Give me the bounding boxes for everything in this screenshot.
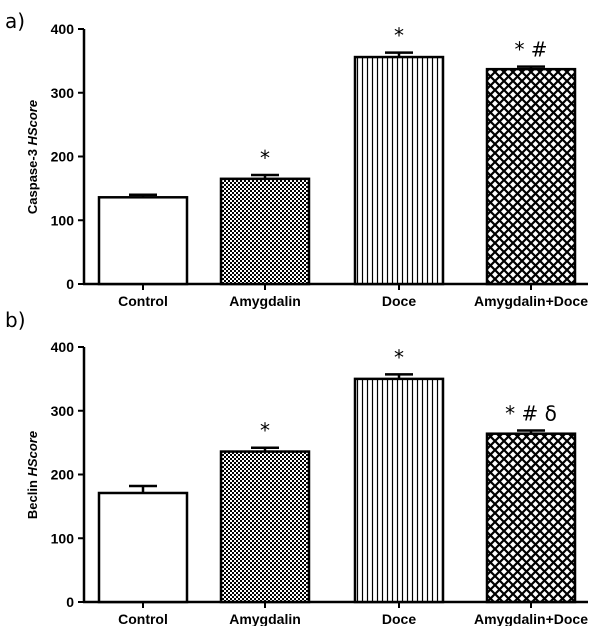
y-tick-label: 0 — [66, 594, 74, 610]
x-category-label: Control — [118, 293, 168, 309]
y-axis-label-main: Beclin — [25, 476, 40, 519]
significance-label: * # δ — [505, 402, 557, 426]
panel-label: b) — [5, 308, 26, 332]
bar — [97, 196, 189, 286]
bar — [219, 177, 311, 286]
y-tick-label: 300 — [51, 85, 75, 101]
significance-label: * — [394, 345, 404, 369]
y-tick-label: 0 — [66, 276, 74, 292]
y-axis-label: Caspase-3 HScore — [25, 100, 40, 214]
bar — [353, 377, 445, 604]
significance-label: * — [260, 146, 270, 170]
significance-label: * # — [514, 38, 547, 62]
x-category-label: Amygdalin — [229, 611, 301, 626]
bar — [219, 450, 311, 604]
panel-a: a) Caspase-3 HScore 0 100 200 300 400 Control… — [5, 9, 588, 309]
panel-label: a) — [5, 9, 25, 33]
y-tick-label: 100 — [51, 212, 75, 228]
bar — [353, 55, 445, 286]
y-tick-label: 300 — [51, 403, 75, 419]
x-category-label: Amygdalin — [229, 293, 301, 309]
panel-b: b) Beclin HScore 0 100 200 300 400 Control * Am… — [5, 308, 588, 626]
x-category-label: Amygdalin+Doce — [474, 611, 588, 626]
y-axis-label-italic: HScore — [25, 100, 40, 146]
y-tick-label: 200 — [51, 149, 75, 165]
y-tick-label: 400 — [51, 339, 75, 355]
bar — [485, 67, 577, 286]
significance-label: * — [260, 419, 270, 443]
bar — [97, 491, 189, 604]
x-category-label: Doce — [382, 293, 416, 309]
y-axis-label-main: Caspase-3 — [25, 145, 40, 214]
bar — [485, 432, 577, 604]
x-category-label: Control — [118, 611, 168, 626]
y-tick-label: 100 — [51, 530, 75, 546]
x-category-label: Doce — [382, 611, 416, 626]
x-category-label: Amygdalin+Doce — [474, 293, 588, 309]
y-tick-label: 200 — [51, 467, 75, 483]
y-tick-label: 400 — [51, 21, 75, 37]
y-axis-label-italic: HScore — [25, 431, 40, 477]
y-axis-label: Beclin HScore — [25, 431, 40, 519]
significance-label: * — [394, 24, 404, 48]
